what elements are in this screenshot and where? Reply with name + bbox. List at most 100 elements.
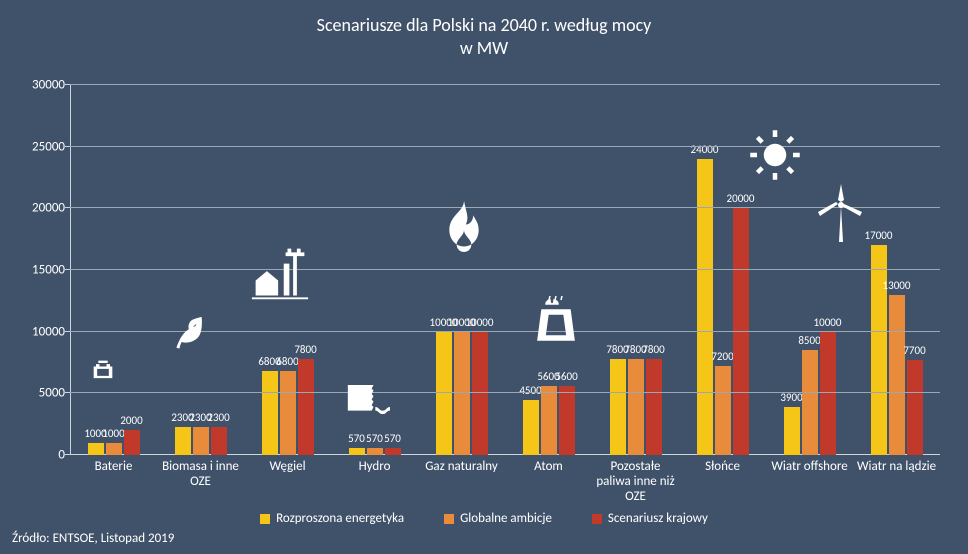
bar-groups: 1000100020002300230023006800680078005705…	[70, 85, 940, 455]
legend-item: Scenariusz krajowy	[592, 511, 708, 526]
leaf-icon	[170, 312, 210, 352]
bar: 2300	[175, 427, 191, 455]
bar-value-label: 7700	[903, 344, 925, 357]
bar: 8500	[802, 350, 818, 455]
plot-area: 1000100020002300230023006800680078005705…	[70, 85, 940, 455]
mine-icon	[250, 245, 310, 301]
legend-item: Rozproszona energetyka	[260, 511, 404, 526]
bar-group: 230023002300	[157, 85, 244, 455]
legend-swatch	[592, 514, 602, 524]
bar: 7800	[610, 359, 626, 455]
bar-group: 17000130007700	[853, 85, 940, 455]
bar: 570	[349, 448, 365, 455]
bar: 1000	[88, 443, 104, 455]
y-tick-label: 20000	[20, 201, 65, 216]
bar-value-label: 570	[366, 432, 383, 445]
bar-group: 780078007800	[592, 85, 679, 455]
category-label: Pozostałe paliwa inne niż OZE	[592, 460, 679, 505]
bar: 2300	[211, 427, 227, 455]
bar: 2300	[193, 427, 209, 455]
legend-label: Scenariusz krajowy	[608, 511, 708, 526]
bar-group: 100001000010000	[418, 85, 505, 455]
y-tick-label: 5000	[20, 386, 65, 401]
bar-value-label: 13000	[883, 279, 911, 292]
category-label: Gaz naturalny	[418, 460, 505, 505]
legend-swatch	[260, 514, 270, 524]
y-tickmark	[65, 392, 70, 393]
bar: 2000	[124, 430, 140, 455]
bar-value-label: 10000	[466, 316, 494, 329]
y-tickmark	[65, 146, 70, 147]
legend-label: Globalne ambicje	[460, 511, 552, 526]
gridline	[70, 207, 940, 208]
y-tickmark	[65, 84, 70, 85]
gridline	[70, 146, 940, 147]
dam-icon	[346, 378, 390, 414]
bar: 5600	[541, 386, 557, 455]
bar-value-label: 570	[384, 432, 401, 445]
category-label: Atom	[505, 460, 592, 505]
category-label: Węgiel	[244, 460, 331, 505]
bar: 3900	[784, 407, 800, 455]
category-label: Słońce	[679, 460, 766, 505]
bar: 7700	[907, 360, 923, 455]
nuclear-icon	[536, 296, 576, 342]
chart-title: Scenariusze dla Polski na 2040 r. według…	[0, 0, 968, 59]
flame-icon	[442, 200, 486, 260]
bar: 7200	[715, 366, 731, 455]
bar: 570	[385, 448, 401, 455]
bar-value-label: 7800	[642, 343, 664, 356]
chart-title-line2: w MW	[0, 37, 968, 60]
category-label: Hydro	[331, 460, 418, 505]
bar: 5600	[559, 386, 575, 455]
bar-group: 100010002000	[70, 85, 157, 455]
bar: 7800	[628, 359, 644, 455]
bar: 17000	[871, 245, 887, 455]
bar-value-label: 2000	[120, 414, 142, 427]
bar: 7800	[646, 359, 662, 455]
bar: 24000	[697, 159, 713, 455]
bar-value-label: 5600	[555, 370, 577, 383]
bar-value-label: 570	[348, 432, 365, 445]
y-tick-label: 0	[20, 448, 65, 463]
bar-value-label: 8500	[798, 334, 820, 347]
bar: 570	[367, 448, 383, 455]
legend-label: Rozproszona energetyka	[276, 511, 404, 526]
category-labels: BaterieBiomasa i inne OZEWęgielHydroGaz …	[70, 460, 940, 505]
bar-value-label: 1000	[102, 427, 124, 440]
category-label: Biomasa i inne OZE	[157, 460, 244, 505]
bar: 7800	[298, 359, 314, 455]
y-tick-label: 10000	[20, 324, 65, 339]
bar-value-label: 2300	[207, 411, 229, 424]
source-text: Źródło: ENTSOE, Listopad 2019	[12, 531, 174, 546]
y-tick-label: 25000	[20, 139, 65, 154]
bar-value-label: 10000	[814, 316, 842, 329]
bar-group: 450056005600	[505, 85, 592, 455]
y-tick-label: 15000	[20, 263, 65, 278]
battery-icon	[86, 356, 120, 384]
y-tickmark	[65, 269, 70, 270]
y-tickmark	[65, 454, 70, 455]
gridline	[70, 269, 940, 270]
bar-value-label: 4500	[519, 384, 541, 397]
y-tickmark	[65, 331, 70, 332]
bar: 1000	[106, 443, 122, 455]
bar-value-label: 20000	[727, 192, 755, 205]
sun-icon	[748, 128, 802, 182]
bar-value-label: 6800	[276, 355, 298, 368]
bar: 4500	[523, 400, 539, 456]
bar: 13000	[889, 295, 905, 455]
category-label: Wiatr offshore	[766, 460, 853, 505]
bar-value-label: 7800	[294, 343, 316, 356]
legend-item: Globalne ambicje	[444, 511, 552, 526]
legend: Rozproszona energetyka Globalne ambicje Sc…	[0, 511, 968, 526]
bar: 6800	[262, 371, 278, 455]
gridline	[70, 392, 940, 393]
chart-title-line1: Scenariusze dla Polski na 2040 r. według…	[0, 14, 968, 37]
y-tick-label: 30000	[20, 78, 65, 93]
category-label: Wiatr na lądzie	[853, 460, 940, 505]
bar: 20000	[733, 208, 749, 455]
bar: 6800	[280, 371, 296, 455]
bar-value-label: 17000	[865, 229, 893, 242]
turbine-icon	[816, 184, 866, 242]
